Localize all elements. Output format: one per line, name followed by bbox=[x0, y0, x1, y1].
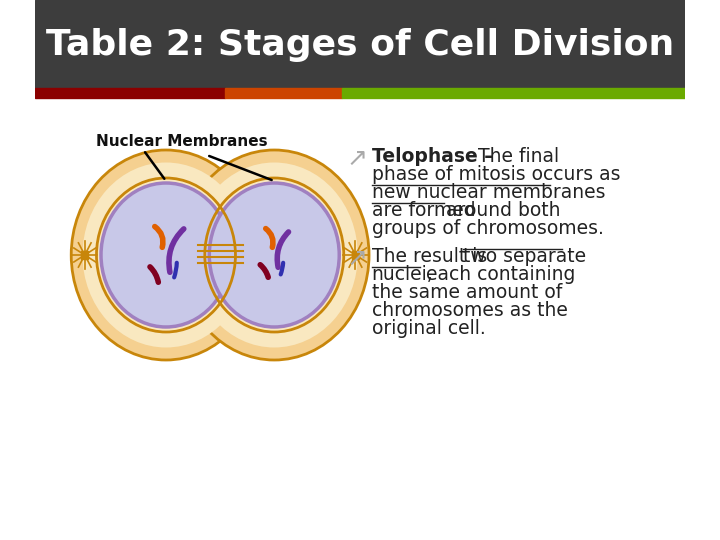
Text: The result is: The result is bbox=[372, 247, 493, 266]
Ellipse shape bbox=[83, 163, 249, 348]
Text: Nuclear Membranes: Nuclear Membranes bbox=[96, 134, 268, 150]
Ellipse shape bbox=[101, 183, 231, 327]
Text: phase of mitosis occurs as: phase of mitosis occurs as bbox=[372, 165, 620, 184]
Bar bbox=[352, 251, 359, 259]
Ellipse shape bbox=[179, 150, 369, 360]
Text: are formed: are formed bbox=[372, 201, 482, 220]
Text: The final: The final bbox=[478, 147, 559, 166]
Text: the same amount of: the same amount of bbox=[372, 283, 562, 302]
Text: Telophase –: Telophase – bbox=[372, 147, 500, 166]
Ellipse shape bbox=[191, 163, 358, 348]
Text: each containing: each containing bbox=[420, 265, 576, 284]
Text: ↗: ↗ bbox=[346, 147, 367, 171]
Bar bbox=[225, 88, 342, 98]
Text: new nuclear membranes: new nuclear membranes bbox=[372, 183, 606, 202]
Text: original cell.: original cell. bbox=[372, 319, 485, 338]
Ellipse shape bbox=[71, 150, 261, 360]
Text: nuclei,: nuclei, bbox=[372, 265, 433, 284]
Text: chromosomes as the: chromosomes as the bbox=[372, 301, 567, 320]
Bar bbox=[342, 88, 685, 98]
Bar bbox=[35, 88, 225, 98]
Text: two separate: two separate bbox=[463, 247, 586, 266]
Bar bbox=[35, 0, 685, 90]
Text: ↗: ↗ bbox=[346, 247, 367, 271]
Text: groups of chromosomes.: groups of chromosomes. bbox=[372, 219, 603, 238]
Text: around both: around both bbox=[446, 201, 560, 220]
Ellipse shape bbox=[210, 183, 339, 327]
Text: Table 2: Stages of Cell Division: Table 2: Stages of Cell Division bbox=[46, 28, 674, 62]
Bar bbox=[81, 251, 89, 259]
